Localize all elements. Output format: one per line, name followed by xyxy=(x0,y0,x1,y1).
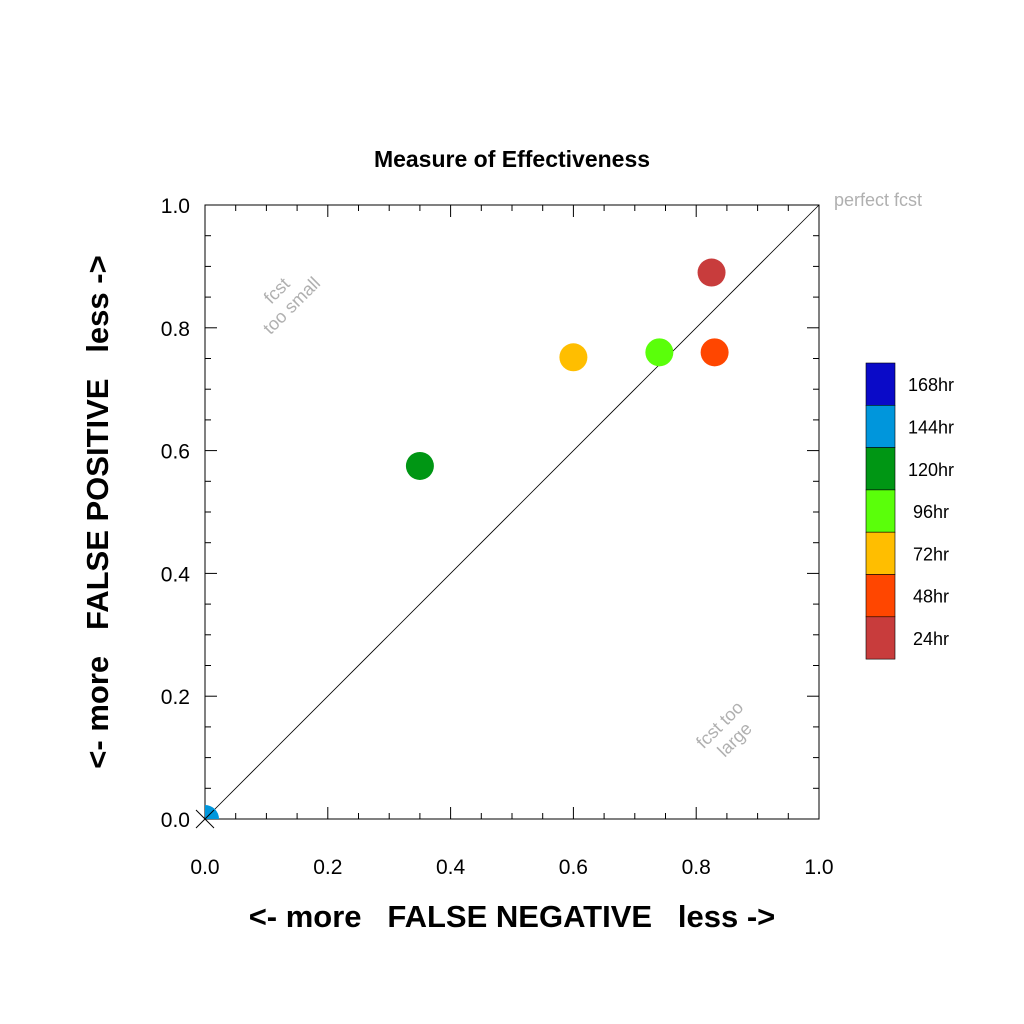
reference-line-group xyxy=(204,204,820,820)
x-tick-label: 1.0 xyxy=(804,856,833,879)
legend-swatch-120hr xyxy=(865,447,896,491)
x-tick-label: 0.2 xyxy=(313,856,342,879)
y-tick-label: 0.8 xyxy=(161,318,190,341)
y-tick-label: 0.2 xyxy=(161,686,190,709)
x-tick-label: 0.8 xyxy=(682,856,711,879)
too-large-label: fcst toolarge xyxy=(692,697,762,767)
chart-title: Measure of Effectiveness xyxy=(374,146,650,172)
x-tick-label: 0.4 xyxy=(436,856,466,879)
y-axis-label: <- more FALSE POSITIVE less -> xyxy=(80,255,115,768)
y-tick-label: 0.0 xyxy=(161,809,190,832)
y-tick-label: 0.4 xyxy=(161,563,191,586)
legend-label-120hr: 120hr xyxy=(908,460,954,480)
legend-swatch-48hr xyxy=(865,574,896,618)
y-tick-label: 0.6 xyxy=(161,441,190,464)
point-48hr xyxy=(700,338,729,367)
legend-label-96hr: 96hr xyxy=(913,502,949,522)
perfect-forecast-label: perfect fcst xyxy=(834,190,922,210)
legend-label-24hr: 24hr xyxy=(913,629,949,649)
legend-swatch-168hr xyxy=(865,362,896,406)
legend-label-168hr: 168hr xyxy=(908,375,954,395)
legend-swatch-96hr xyxy=(865,489,896,533)
y-tick-label: 1.0 xyxy=(161,195,190,218)
legend-label-144hr: 144hr xyxy=(908,417,954,437)
too-small-line: too small xyxy=(259,273,324,338)
point-96hr xyxy=(645,338,674,367)
legend-label-48hr: 48hr xyxy=(913,587,949,607)
origin-marker xyxy=(195,809,215,829)
point-24hr xyxy=(697,258,726,287)
legend-swatch-24hr xyxy=(865,616,896,660)
legend-label-72hr: 72hr xyxy=(913,544,949,564)
reference-line xyxy=(204,204,820,820)
legend-swatch-144hr xyxy=(865,404,896,448)
data-points xyxy=(195,258,729,829)
annotations: perfect fcst fcsttoo small fcst toolarge xyxy=(244,190,922,767)
axis-ticks: 0.0 0.2 0.4 0.6 0.8 1.0 0.0 0.2 0.4 0.6 0.8 1.0 xyxy=(161,195,834,879)
legend: 168hr 144hr 120hr 96hr 72hr 48hr 24hr xyxy=(865,362,954,660)
point-72hr xyxy=(559,343,588,372)
legend-swatch-72hr xyxy=(865,531,896,575)
x-axis-label: <- more FALSE NEGATIVE less -> xyxy=(249,899,776,934)
x-tick-label: 0.6 xyxy=(559,856,588,879)
point-120hr xyxy=(405,451,434,480)
x-tick-label: 0.0 xyxy=(190,856,219,879)
too-small-label: fcsttoo small xyxy=(244,258,324,338)
